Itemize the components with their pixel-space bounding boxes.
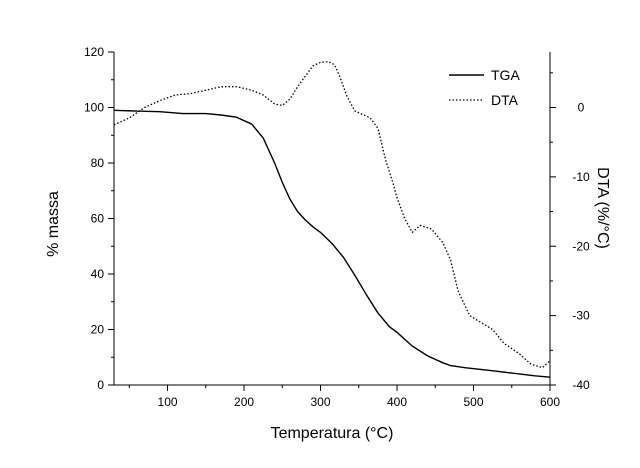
x-tick-label: 600 [540,395,560,409]
legend: TGA DTA [449,67,520,108]
y-left-tick-label: 80 [91,156,105,170]
x-tick-label: 300 [311,395,331,409]
y-right-tick-label: -30 [572,309,590,323]
x-tick-label: 500 [463,395,483,409]
x-axis-label: Temperatura (°C) [271,425,394,442]
y-right-tick-label: -40 [572,378,590,392]
series-line-dta [113,61,551,369]
axes-layer: 100 200 300 400 500 600 0 20 40 60 80 100 120 -40 -30 -… [84,45,590,409]
y-axis-left-label: % massa [45,191,62,257]
y-left-tick-label: 120 [84,45,104,59]
y-left-tick-label: 40 [91,267,105,281]
y-right-tick-label: 0 [578,101,585,115]
legend-label-dta: DTA [491,92,519,108]
x-tick-label: 100 [158,395,178,409]
series-line-tga [113,109,551,378]
x-tick-label: 400 [387,395,407,409]
y-left-tick-label: 20 [91,323,105,337]
y-right-tick-label: -10 [572,170,590,184]
y-right-tick-label: -20 [572,239,590,253]
y-left-tick-label: 60 [91,212,105,226]
series-layer [113,61,551,378]
legend-label-tga: TGA [491,67,520,83]
y-axis-right-label: DTA (%/°C) [594,167,611,249]
x-tick-label: 200 [234,395,254,409]
y-left-tick-label: 100 [84,101,104,115]
y-left-tick-label: 0 [97,378,104,392]
